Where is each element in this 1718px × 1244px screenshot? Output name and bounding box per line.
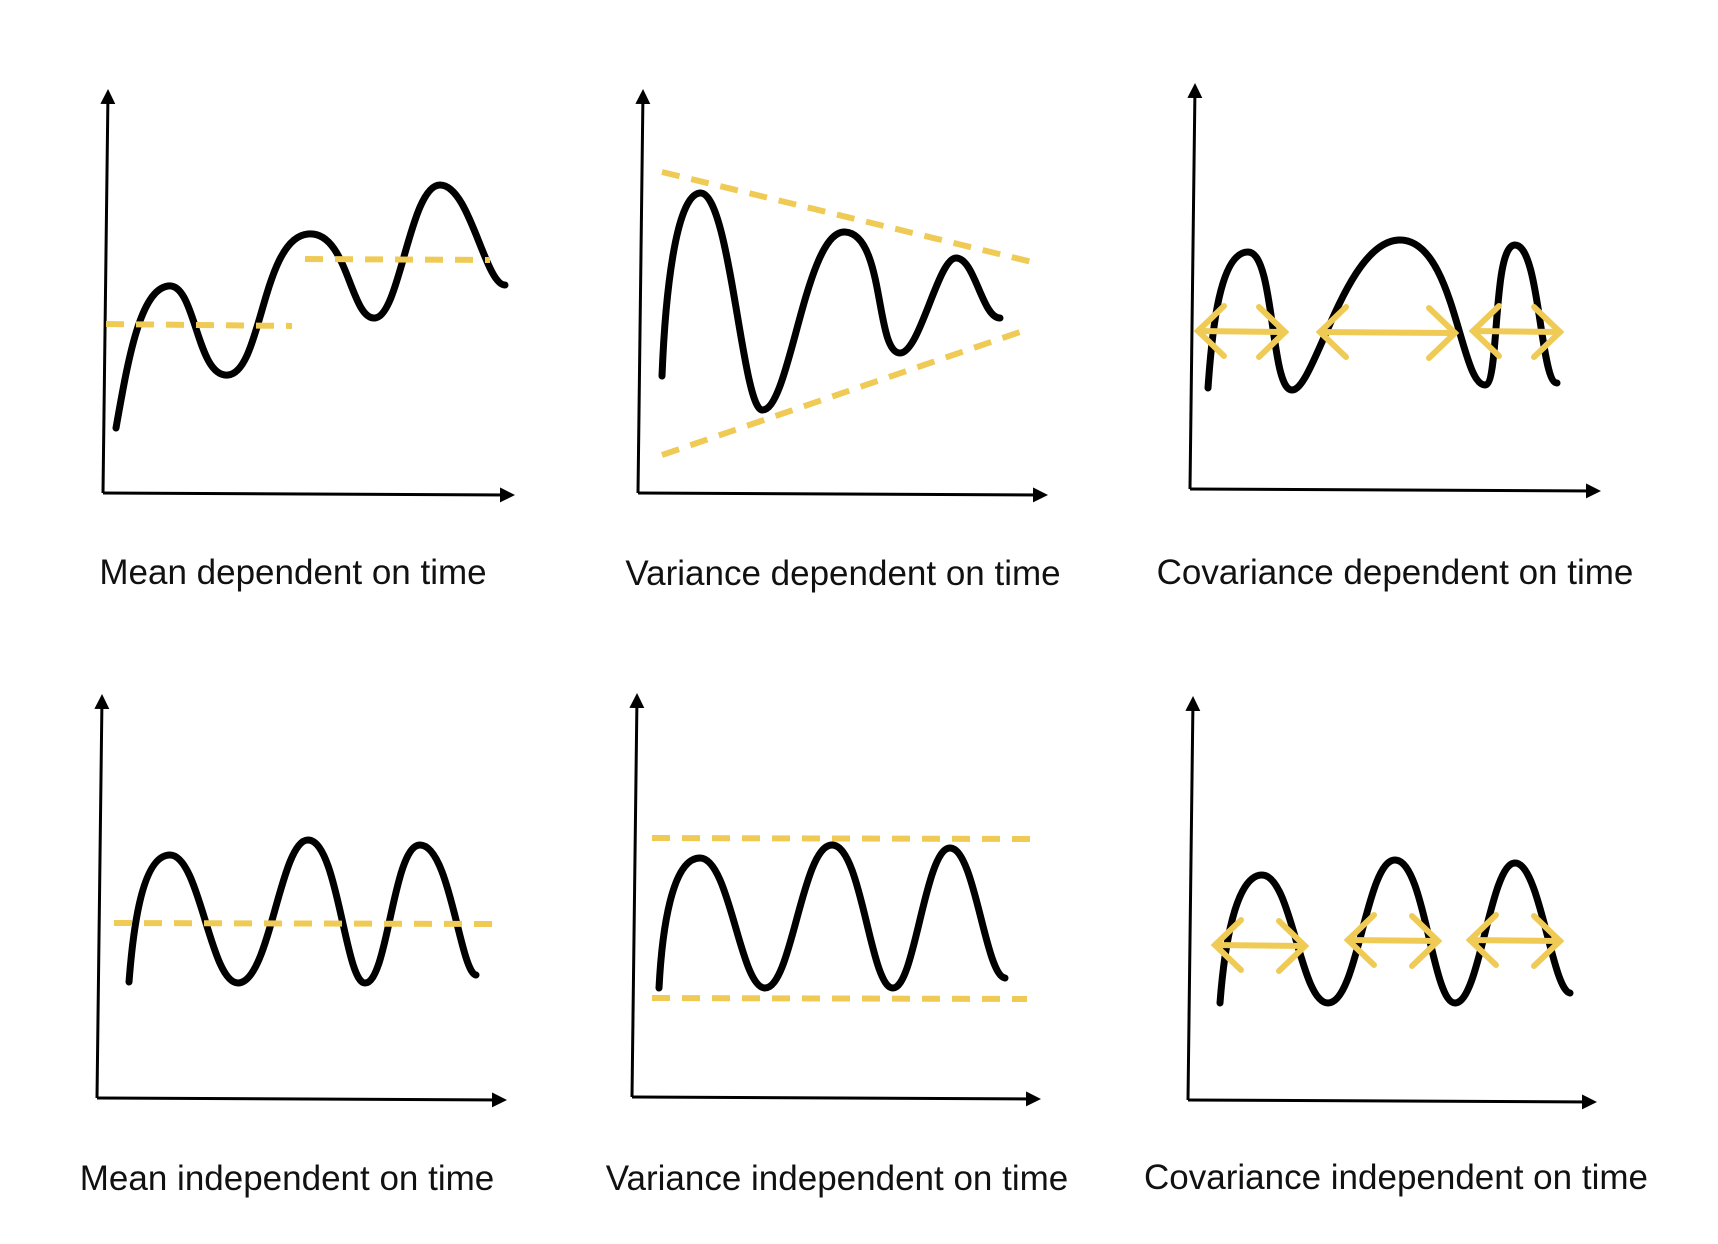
panel-mean-independent: Mean independent on time [80,694,507,1198]
panel-covariance-dependent: Covariance dependent on time [1157,83,1634,592]
panel-caption: Mean independent on time [80,1159,494,1198]
y-axis [629,693,645,1098]
panel-caption: Variance independent on time [606,1159,1068,1198]
panel-variance-independent: Variance independent on time [606,693,1068,1198]
time-series-curve [655,841,1009,992]
panel-covariance-independent: Covariance independent on time [1144,696,1648,1197]
y-axis [94,694,110,1099]
x-axis [1187,1094,1597,1110]
covariance-span-arrow [1315,304,1460,361]
mean-level-line [105,321,293,329]
covariance-span-arrow [1465,912,1565,969]
x-axis [1189,483,1601,499]
panel-caption: Covariance dependent on time [1157,553,1634,592]
variance-envelope-line [661,169,1033,265]
x-axis [102,487,515,503]
panel-caption: Variance dependent on time [625,554,1060,593]
y-axis [1185,696,1201,1101]
y-axis [635,89,651,494]
panel-variance-dependent: Variance dependent on time [625,89,1061,593]
panel-caption: Mean dependent on time [99,553,486,592]
variance-envelope-line [651,835,1031,842]
panel-mean-dependent: Mean dependent on time [99,89,515,592]
panel-caption: Covariance independent on time [1144,1158,1648,1197]
y-axis [1187,83,1203,490]
time-series-curve [658,189,1004,414]
time-series-curve [1204,236,1561,394]
x-axis [96,1092,507,1108]
variance-envelope-line [661,329,1021,458]
time-series-curve [1216,856,1574,1007]
covariance-span-arrow [1210,917,1310,974]
x-axis [631,1091,1041,1107]
covariance-span-arrow [1468,303,1565,360]
mean-level-line [113,920,493,927]
time-series-curve [112,181,509,432]
time-series-curve [125,836,480,987]
covariance-span-arrow [1343,912,1443,969]
mean-level-line [304,256,491,263]
y-axis [100,89,116,494]
x-axis [637,487,1048,503]
variance-envelope-line [651,995,1028,1002]
covariance-span-arrow [1193,303,1290,360]
